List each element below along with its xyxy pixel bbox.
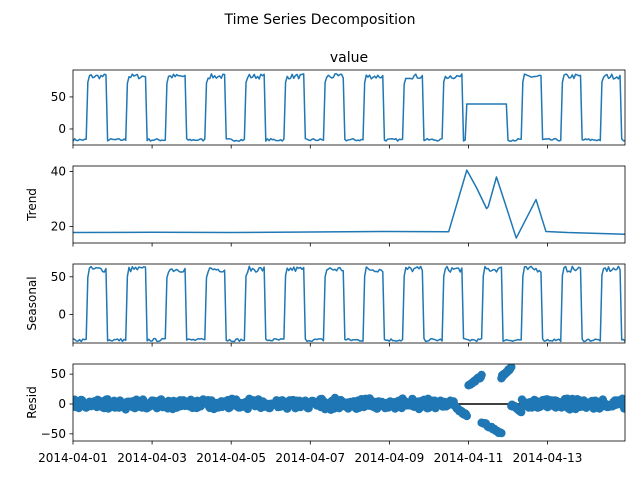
trend-ytick-label: 40 [51, 165, 66, 179]
trend-axes-frame [72, 165, 626, 244]
seasonal-line [73, 265, 625, 343]
panel-resid: −50 0 50 2014-04-01 2014-04-03 2014-04-05 2014… [25, 363, 626, 465]
resid-ylabel: Resid [25, 386, 39, 418]
resid-axes-frame [72, 363, 626, 442]
trend-ytick-label: 20 [51, 220, 66, 234]
xtick-label: 2014-04-05 [196, 451, 266, 465]
resid-point [477, 370, 486, 380]
value-series [73, 73, 625, 142]
panel-value: 0 50 value [51, 50, 626, 149]
resid-point [497, 428, 506, 438]
resid-ytick-label: 50 [51, 367, 66, 381]
seasonal-ytick-label: 0 [58, 307, 66, 321]
xtick-label: 2014-04-09 [354, 451, 424, 465]
resid-ytick-label: 0 [58, 397, 66, 411]
panel-seasonal: 0 50 Seasonal [25, 263, 626, 347]
value-line [73, 73, 625, 142]
trend-ylabel: Trend [25, 188, 39, 222]
value-ytick-label: 0 [58, 122, 66, 136]
resid-series [73, 364, 625, 438]
value-axes-frame [72, 69, 626, 146]
seasonal-series [73, 265, 625, 343]
xtick-label: 2014-04-03 [117, 451, 187, 465]
resid-point [507, 364, 516, 372]
seasonal-ylabel: Seasonal [25, 276, 39, 330]
seasonal-ytick-label: 50 [51, 270, 66, 284]
resid-point [620, 399, 625, 408]
resid-point [517, 407, 526, 417]
panel-trend: 20 40 Trend [25, 165, 626, 247]
seasonal-axes-frame [72, 263, 626, 344]
value-title: value [330, 50, 368, 66]
resid-point [243, 404, 252, 414]
trend-series [73, 169, 625, 239]
trend-line [73, 169, 625, 239]
xtick-label: 2014-04-13 [513, 451, 583, 465]
xtick-label: 2014-04-01 [38, 451, 108, 465]
resid-ytick-label: −50 [41, 427, 66, 441]
value-ytick-label: 50 [51, 90, 66, 104]
resid-point [462, 411, 471, 421]
figure-title: Time Series Decomposition [224, 12, 416, 28]
xtick-label: 2014-04-11 [434, 451, 504, 465]
xtick-label: 2014-04-07 [275, 451, 345, 465]
